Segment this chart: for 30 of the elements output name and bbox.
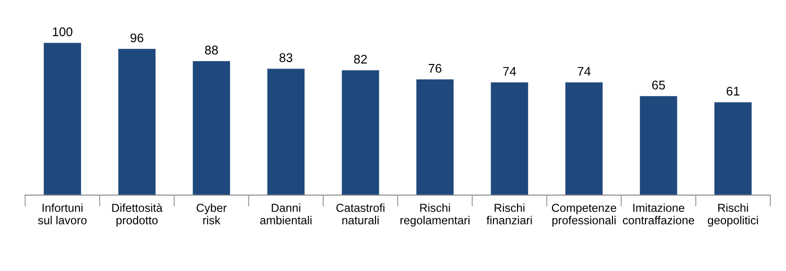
data-label: 88 xyxy=(205,46,218,54)
bar xyxy=(416,79,454,196)
x-tick-label: Infortuni sul lavoro xyxy=(38,203,87,224)
bar xyxy=(640,96,678,196)
x-tick-label: Imitazione contraffazione xyxy=(622,203,694,224)
data-label: 74 xyxy=(503,67,516,76)
bar xyxy=(118,48,156,196)
bar xyxy=(44,42,82,196)
bar xyxy=(490,82,528,196)
x-tick-label: Rischi geopolitici xyxy=(708,203,758,227)
data-label: 100 xyxy=(52,27,72,36)
x-tick-label: Rischi regolamentari xyxy=(400,203,470,227)
x-tick-label: Rischi finanziari xyxy=(486,203,532,224)
data-label: 65 xyxy=(652,80,665,90)
x-tick-label: Catastrofi naturali xyxy=(336,203,384,224)
bar xyxy=(565,82,603,196)
x-tick-label: Difettosità prodotto xyxy=(112,203,163,227)
data-label: 74 xyxy=(578,67,591,76)
bar xyxy=(342,70,380,196)
data-label: 61 xyxy=(726,86,740,96)
bar xyxy=(192,61,230,196)
x-tick-label: Cyber risk xyxy=(196,203,227,224)
x-tick-label: Competenze professionali xyxy=(552,204,616,227)
data-label: 76 xyxy=(428,64,442,73)
bar xyxy=(267,68,305,196)
data-label: 82 xyxy=(354,54,367,64)
data-label: 96 xyxy=(130,33,144,42)
x-tick-label: Danni ambientali xyxy=(260,203,312,224)
data-label: 83 xyxy=(280,53,292,62)
bar xyxy=(714,102,752,196)
